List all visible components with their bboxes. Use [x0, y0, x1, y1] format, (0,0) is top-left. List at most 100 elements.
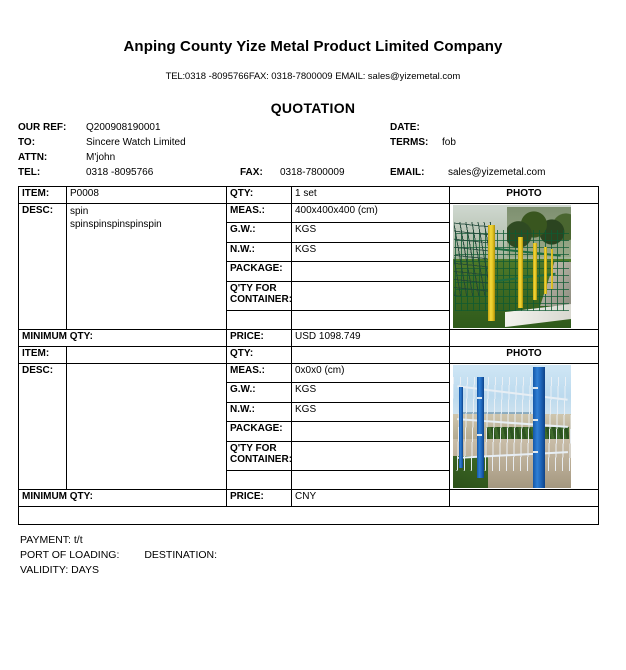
qty-container-label-2: Q'TY FOR CONTAINER: [226, 440, 292, 471]
quotation-table: ITEM: P0008 QTY: 1 set PHOTO DESC: spin … [18, 186, 599, 525]
qty-container-label-line2: CONTAINER: [230, 293, 292, 305]
nw-value-1[interactable]: KGS [291, 241, 450, 263]
spacer-cell-2 [291, 309, 450, 330]
gw-value-1[interactable]: KGS [291, 222, 450, 243]
meas-value-2[interactable]: 0x0x0 (cm) [291, 362, 450, 384]
table-row: G.W.: KGS [19, 382, 599, 403]
gw-label-1: G.W.: [226, 222, 292, 243]
footer-validity-row: VALIDITY: DAYS [20, 563, 217, 578]
payment-label: PAYMENT: [20, 534, 71, 546]
table-row: ITEM: QTY: PHOTO [18, 346, 599, 364]
meta-row-attn: ATTN: M'john [18, 150, 598, 165]
our-ref-value: Q200908190001 [86, 122, 161, 133]
item-label-2: ITEM: [18, 346, 67, 364]
meas-label-1: MEAS.: [226, 202, 292, 224]
attn-label: ATTN: [18, 152, 48, 163]
meas-label-2: MEAS.: [226, 362, 292, 384]
nw-label-1: N.W.: [226, 241, 292, 263]
price-value-2[interactable]: CNY [291, 489, 450, 507]
photo-cell-1-bottom [449, 329, 599, 347]
desc-label-1: DESC: [18, 203, 67, 330]
qty-value-2[interactable] [291, 346, 450, 364]
spacer-cell-4 [291, 469, 450, 490]
to-value: Sincere Watch Limited [86, 137, 186, 148]
package-value-1[interactable] [291, 261, 450, 282]
terms-label: TERMS: [390, 137, 429, 148]
item-label-1: ITEM: [18, 186, 67, 204]
trailing-blank-cell [18, 506, 599, 525]
validity-value: DAYS [71, 564, 99, 576]
table-row [18, 506, 599, 525]
meta-fax-label: FAX: [240, 167, 263, 178]
qty-container-label-line1: Q'TY FOR [230, 442, 277, 454]
product-photo-1 [453, 205, 571, 328]
item-value-1[interactable]: P0008 [66, 186, 227, 204]
meta-row-ref-date: OUR REF: Q200908190001 DATE: [18, 120, 598, 135]
photo-header-2: PHOTO [449, 346, 599, 364]
letterhead-email-value: sales@yizemetal.com [367, 71, 461, 82]
port-of-loading-label: PORT OF LOADING: [20, 549, 120, 561]
desc-label-2: DESC: [18, 363, 67, 490]
quotation-meta: OUR REF: Q200908190001 DATE: TO: Sincere… [18, 120, 598, 180]
table-row: MINIMUM QTY: PRICE: CNY [18, 489, 599, 507]
table-row: ITEM: P0008 QTY: 1 set PHOTO [18, 186, 599, 204]
attn-value: M'john [86, 152, 116, 163]
table-row: Q'TY FOR CONTAINER: [19, 280, 599, 311]
meta-email-label: EMAIL: [390, 167, 425, 178]
company-name: Anping County Yize Metal Product Limited… [123, 38, 503, 55]
minimum-qty-label-1: MINIMUM QTY: [18, 329, 227, 347]
price-value-1[interactable]: USD 1098.749 [291, 329, 450, 347]
qty-container-value-2[interactable] [291, 440, 450, 471]
qty-container-label-line2: CONTAINER: [230, 453, 292, 465]
footer-payment-row: PAYMENT: t/t [20, 533, 217, 548]
desc-value-1[interactable]: spin spinspinspinspinspin [66, 203, 227, 330]
nw-label-2: N.W.: [226, 401, 292, 423]
package-value-2[interactable] [291, 421, 450, 442]
nw-value-2[interactable]: KGS [291, 401, 450, 423]
footer-port-row: PORT OF LOADING: DESTINATION: [20, 548, 217, 563]
meta-row-to-terms: TO: Sincere Watch Limited TERMS: fob [18, 135, 598, 150]
validity-label: VALIDITY: [20, 564, 69, 576]
minimum-qty-label-2: MINIMUM QTY: [18, 489, 227, 507]
qty-container-label-1: Q'TY FOR CONTAINER: [226, 280, 292, 311]
meta-tel-label: TEL: [18, 167, 41, 178]
table-row: PACKAGE: [19, 421, 599, 442]
qty-container-value-1[interactable] [291, 280, 450, 311]
spacer-cell-3 [226, 469, 292, 490]
qty-value-1[interactable]: 1 set [291, 186, 450, 204]
table-row: G.W.: KGS [19, 222, 599, 243]
photo-cell-1 [449, 203, 599, 330]
meta-tel-value: 0318 -8095766 [86, 167, 154, 178]
qty-container-label-line1: Q'TY FOR [230, 282, 277, 294]
meta-email-value: sales@yizemetal.com [448, 167, 546, 178]
qty-label-1: QTY: [226, 186, 292, 204]
price-label-2: PRICE: [226, 489, 292, 507]
letterhead-contact-line: TEL:0318 -8095766FAX: 0318-7800009 EMAIL… [0, 55, 626, 82]
product-photo-2 [453, 365, 571, 488]
table-row: DESC: MEAS.: 0x0x0 (cm) [18, 362, 599, 490]
to-label: TO: [18, 137, 36, 148]
destination-label: DESTINATION: [144, 549, 218, 561]
letterhead-tel-value: 0318 -8095766 [184, 71, 249, 82]
date-label: DATE: [390, 122, 420, 133]
photo-cell-2-bottom [449, 489, 599, 507]
table-row [19, 309, 599, 330]
table-row: DESC: spin spinspinspinspinspin MEAS.: 4… [18, 202, 599, 330]
table-row [19, 469, 599, 490]
meas-value-1[interactable]: 400x400x400 (cm) [291, 202, 450, 224]
gw-label-2: G.W.: [226, 382, 292, 403]
payment-value: t/t [73, 534, 83, 546]
letterhead-tel-label: TEL: [165, 71, 185, 82]
desc-value-2[interactable] [66, 363, 227, 490]
package-label-2: PACKAGE: [226, 421, 292, 442]
spacer-cell-1 [226, 309, 292, 330]
gw-value-2[interactable]: KGS [291, 382, 450, 403]
terms-value: fob [442, 137, 456, 148]
our-ref-label: OUR REF: [18, 122, 67, 133]
table-row: MINIMUM QTY: PRICE: USD 1098.749 [18, 329, 599, 347]
price-label-1: PRICE: [226, 329, 292, 347]
item-value-2[interactable] [66, 346, 227, 364]
table-row: N.W.: KGS [19, 241, 599, 263]
photo-header-1: PHOTO [449, 186, 599, 204]
letterhead-email-label: EMAIL: [335, 71, 366, 82]
